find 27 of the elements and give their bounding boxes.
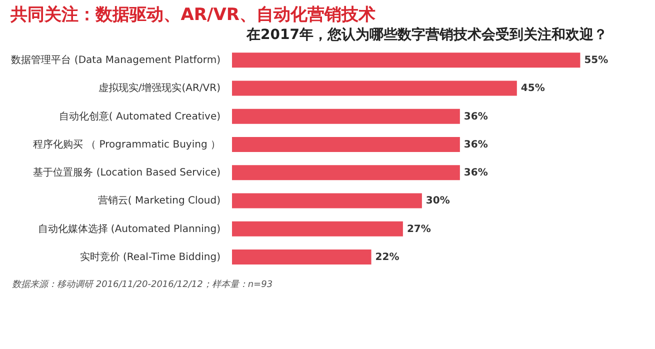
source-note: 数据来源：移动调研 2016/11/20-2016/12/12；样本量：n=93 xyxy=(12,279,273,290)
data-label: 55% xyxy=(584,55,608,66)
bar xyxy=(232,136,460,152)
data-label: 36% xyxy=(464,111,488,122)
y-tick-label: 自动化创意( Automated Creative) xyxy=(58,110,221,122)
y-tick-label: 数据管理平台 (Data Management Platform) xyxy=(11,54,221,66)
bar xyxy=(232,80,517,96)
bar xyxy=(232,249,372,264)
bar xyxy=(232,165,460,180)
data-label: 36% xyxy=(464,168,488,179)
chart-subtitle: 在2017年，您认为哪些数字营销技术会受到关注和欢迎？ xyxy=(246,26,608,43)
bar xyxy=(232,221,403,236)
data-label: 30% xyxy=(426,196,450,207)
bar xyxy=(232,193,422,208)
data-label: 22% xyxy=(375,252,400,263)
bar xyxy=(232,108,460,124)
data-label: 45% xyxy=(520,83,545,94)
data-label: 36% xyxy=(464,139,488,150)
y-tick-label: 基于位置服务 (Location Based Service) xyxy=(33,166,221,179)
y-tick-label: 自动化媒体选择 (Automated Planning) xyxy=(38,222,221,235)
data-label: 27% xyxy=(406,224,431,235)
y-tick-label: 营销云( Marketing Cloud) xyxy=(98,194,221,207)
y-tick-label: 虚拟现实/增强现实(AR/VR) xyxy=(98,82,221,94)
bar xyxy=(232,52,580,68)
y-tick-label: 实时竞价 (Real-Time Bidding) xyxy=(80,250,221,263)
chart-title: 共同关注：数据驱动、AR/VR、自动化营销技术 xyxy=(10,5,376,25)
y-tick-label: 程序化购买 （ Programmatic Buying ） xyxy=(32,138,220,150)
